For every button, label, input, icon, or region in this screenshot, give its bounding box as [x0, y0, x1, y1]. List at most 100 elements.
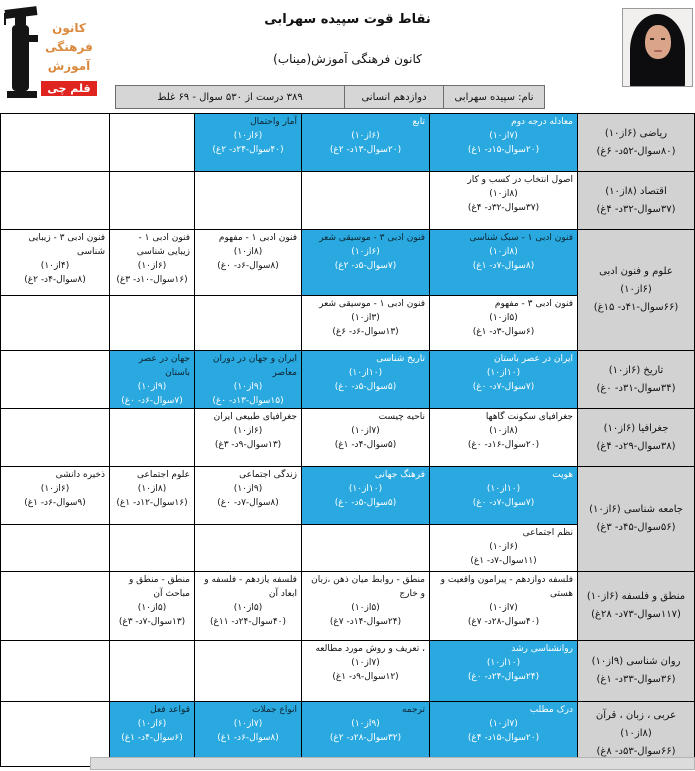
subject-cell: عربی ، زبان ، قرآن (۸از۱۰) (۶۶سوال-۵۳د- ۸…	[577, 702, 694, 766]
subject-name: تاریخ (۶از۱۰)	[608, 364, 664, 376]
topic-title: ترجمه	[401, 705, 425, 715]
subject-cell: جغرافیا (۶از۱۰) (۳۸سوال-۲۹د- ۴غ)	[577, 409, 694, 466]
topic-cell: فنون ادبی ۱ - مفهوم (۸از۱۰) (۸سوال-۶د- ۰غ)	[194, 230, 301, 295]
logo-word-3: آموزش	[47, 59, 91, 74]
topic-title: هویت	[552, 470, 573, 480]
subject-row: جامعه شناسی (۶از۱۰) (۵۶سوال-۴۵د- ۳غ) هویت (…	[1, 467, 694, 572]
topic-cell: فنون ادبی ۱ - سبک شناسی (۸از۱۰) (۸سوال-۷د-…	[429, 230, 577, 295]
topic-stats: (۱۳سوال-۷د- ۳غ)	[118, 616, 186, 627]
subject-name: جامعه شناسی (۶از۱۰)	[589, 504, 683, 515]
graduate-head-icon	[15, 16, 26, 25]
topic-cell: فرهنگ جهانی (۱۰از۱۰) (۵سوال-۵د- ۰غ)	[301, 467, 429, 524]
topic-title: فنون ادبی ۳ - مفهوم	[494, 299, 573, 309]
topic-score: (۵از۱۰)	[489, 312, 518, 323]
topic-score: (۱۰از۱۰)	[348, 367, 383, 378]
empty-cell	[194, 641, 301, 701]
student-grade-box: دوازدهم انسانی	[344, 85, 444, 109]
subject-topics: معادله درجه دوم (۷از۱۰) (۲۰سوال-۱۵د- ۱غ) تا…	[1, 114, 577, 171]
topic-cell: درک مطلب (۷از۱۰) (۲۰سوال-۱۵د- ۴غ)	[429, 702, 577, 766]
topic-title: فنون ادبی ۱ - مفهوم	[218, 233, 297, 243]
topic-score: (۱۰از۱۰)	[486, 657, 521, 668]
empty-cell	[194, 296, 301, 350]
topic-score: (۶از۱۰)	[40, 483, 70, 494]
subject-topics: اصول انتخاب در کسب و کار (۸از۱۰) (۳۷سوال-۳…	[1, 172, 577, 229]
empty-cell	[194, 525, 301, 571]
topic-stats: (۳۷سوال-۳۲د- ۴غ)	[467, 202, 540, 213]
topic-stats: (۵سوال-۵د- ۰غ)	[334, 381, 397, 392]
topic-cell: زندگی اجتماعی (۹از۱۰) (۸سوال-۷د- ۰غ)	[194, 467, 301, 524]
topic-stats: (۷سوال-۷د- ۰غ)	[472, 381, 535, 392]
topic-stats: (۱۶سوال-۱۲د- ۱غ)	[116, 497, 188, 508]
empty-cell	[1, 296, 109, 350]
topic-title: ذخیره دانشی	[55, 470, 105, 480]
topic-score: (۶از۱۰)	[233, 425, 263, 436]
topic-stats: (۲۰سوال-۱۵د- ۱غ)	[467, 144, 540, 155]
topic-stats: (۸سوال-۶د- ۱غ)	[217, 732, 279, 743]
subject-cell: منطق و فلسفه (۶از۱۰) (۱۱۷سوال-۷۳د- ۲۸غ)	[577, 572, 694, 640]
topic-score: (۵از۱۰)	[137, 602, 167, 613]
topic-title: درک مطلب	[529, 705, 573, 715]
subject-stats: (۵۶سوال-۴۵د- ۳غ)	[596, 522, 676, 533]
empty-cell	[1, 641, 109, 701]
empty-cell	[109, 172, 194, 229]
topic-stats: (۶سوال-۴د- ۱غ)	[121, 732, 183, 743]
topic-stats: (۷سوال-۶د- ۰غ)	[121, 395, 183, 406]
topic-stats: (۵سوال-۵د- ۰غ)	[334, 497, 397, 508]
topic-score: (۵از۱۰)	[233, 602, 263, 613]
topic-subrow: جغرافیای سکونت گاهها (۸از۱۰) (۲۰سوال-۱۶د- …	[1, 409, 577, 466]
subject-stats: (۳۶سوال-۳۳د- ۱غ)	[596, 674, 676, 685]
topic-stats: (۱۳سوال-۹د- ۳غ)	[214, 439, 282, 450]
topic-stats: (۳۲سوال-۲۸د- ۲غ)	[329, 732, 402, 743]
topic-stats: (۸سوال-۷د- ۰غ)	[217, 497, 279, 508]
subject-cell: اقتصاد (۸از۱۰) (۳۷سوال-۳۲د- ۴غ)	[577, 172, 694, 229]
topic-stats: (۴۰سوال-۲۴د- ۲غ)	[212, 144, 284, 155]
topic-score: (۷از۱۰)	[233, 718, 263, 729]
topic-stats: (۴۰سوال-۲۸د- ۷غ)	[467, 616, 540, 627]
topic-cell: ایران در عصر باستان (۱۰از۱۰) (۷سوال-۷د- ۰غ…	[429, 351, 577, 408]
logo-text: کانون فرهنگی آموزش قلم چی	[41, 19, 97, 96]
topic-cell: فنون ادبی ۱ - زیبایی شناسی (۶از۱۰) (۱۶سوال…	[109, 230, 194, 295]
topic-score: (۶از۱۰)	[137, 260, 167, 271]
horizontal-scrollbar[interactable]	[90, 757, 695, 770]
topic-title: ایران در عصر باستان	[493, 354, 573, 364]
topic-title: علوم اجتماعی	[136, 470, 190, 480]
topic-cell: جهان در عصر باستان (۹از۱۰) (۷سوال-۶د- ۰غ)	[109, 351, 194, 408]
subject-cell: ریاضی (۶از۱۰) (۸۰سوال-۵۲د- ۶غ)	[577, 114, 694, 171]
empty-cell	[109, 525, 194, 571]
topic-cell: ایران و جهان در دوران معاصر (۹از۱۰) (۱۵سوا…	[194, 351, 301, 408]
topic-stats: (۸سوال-۴د- ۲غ)	[24, 274, 86, 285]
topic-title: فنون ادبی ۱ - زیبایی شناسی	[136, 233, 190, 257]
topic-cell: قواعد فعل (۶از۱۰) (۶سوال-۴د- ۱غ)	[109, 702, 194, 766]
subject-stats: (۳۴سوال-۳۱د- ۰غ)	[596, 382, 676, 394]
subject-name: منطق و فلسفه (۶از۱۰)	[586, 591, 686, 602]
topic-score: (۹از۱۰)	[233, 483, 263, 494]
topic-subrow: معادله درجه دوم (۷از۱۰) (۲۰سوال-۱۵د- ۱غ) تا…	[1, 114, 577, 171]
topic-stats: (۲۰سوال-۱۳د- ۲غ)	[329, 144, 402, 155]
subject-name: اقتصاد (۸از۱۰)	[605, 185, 667, 197]
topic-cell: هویت (۱۰از۱۰) (۷سوال-۷د- ۰غ)	[429, 467, 577, 524]
topic-title: آمار واحتمال	[250, 117, 297, 127]
cap-tassel-icon	[4, 13, 6, 25]
empty-cell	[301, 525, 429, 571]
subject-row: تاریخ (۶از۱۰) (۳۴سوال-۳۱د- ۰غ) ایران در عص…	[1, 351, 694, 409]
topic-score: (۶از۱۰)	[233, 130, 263, 141]
topic-title: نظم اجتماعی	[522, 528, 573, 538]
topic-stats: (۵سوال-۴د- ۱غ)	[334, 439, 397, 450]
student-name-box: نام: سپیده سهرابی	[443, 85, 545, 109]
student-info-band: نام: سپیده سهرابی دوازدهم انسانی ۳۸۹ درس…	[115, 85, 545, 109]
topic-subrow: فنون ادبی ۳ - مفهوم (۵از۱۰) (۶سوال-۳د- ۱غ)…	[1, 295, 577, 350]
empty-cell	[1, 572, 109, 640]
topic-score: (۹از۱۰)	[137, 381, 167, 392]
subject-cell: تاریخ (۶از۱۰) (۳۴سوال-۳۱د- ۰غ)	[577, 351, 694, 408]
topic-stats: (۸سوال-۷د- ۱غ)	[472, 260, 535, 271]
subject-topics: روانشناسی رشد (۱۰از۱۰) (۲۴سوال-۲۴د- ۰غ) ، ت…	[1, 641, 577, 701]
topic-title: زندگی اجتماعی	[239, 470, 297, 480]
subject-row: روان شناسی (۹از۱۰) (۳۶سوال-۳۳د- ۱غ) روانشن…	[1, 641, 694, 702]
topic-cell: معادله درجه دوم (۷از۱۰) (۲۰سوال-۱۵د- ۱غ)	[429, 114, 577, 171]
student-photo	[622, 8, 693, 87]
topic-stats: (۱۱سوال-۷د- ۱غ)	[470, 555, 537, 566]
eye-left	[650, 38, 654, 40]
face-shape	[645, 25, 671, 59]
subject-topics: فلسفه دوازدهم - پیرامون واقعیت و هستی (۷ا…	[1, 572, 577, 640]
